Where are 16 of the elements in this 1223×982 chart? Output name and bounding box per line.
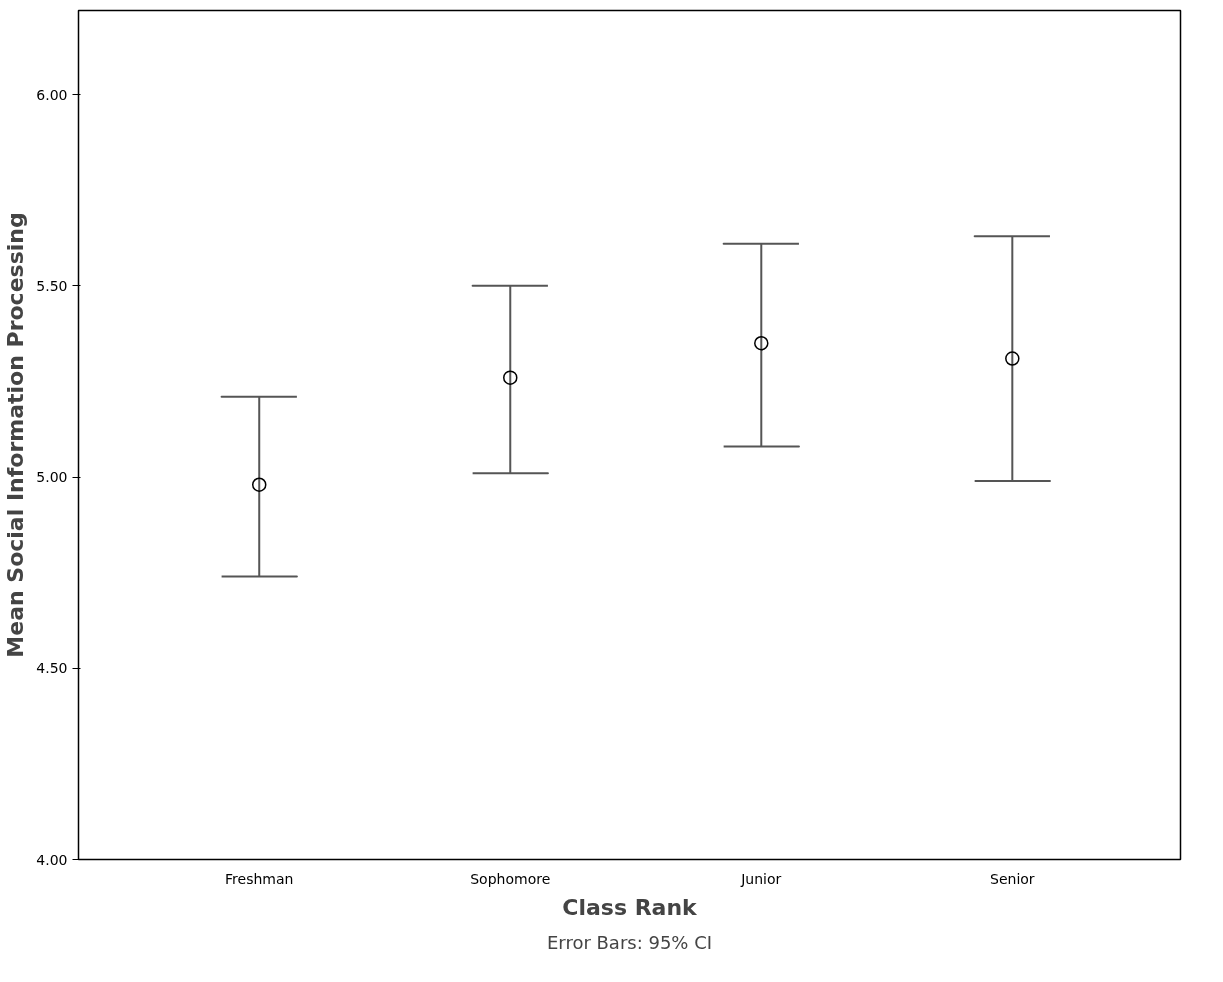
x-tick-label: Senior <box>990 870 1035 887</box>
point <box>503 370 518 385</box>
x-axis-title: Class Rank <box>562 894 699 920</box>
point <box>754 335 769 351</box>
y-tick-label: 4.50 <box>36 660 68 677</box>
point <box>251 477 267 492</box>
y-axis-title: Mean Social Information Processing <box>3 212 29 658</box>
y-tick-label: 6.00 <box>36 86 68 103</box>
x-tick-label: Freshman <box>225 870 294 887</box>
y-tick-label: 5.50 <box>36 277 68 294</box>
x-tick-label: Sophomore <box>470 870 551 887</box>
x-tick-label: Junior <box>740 870 782 887</box>
text: Error Bars: 95% CI <box>546 932 713 953</box>
point <box>1005 351 1020 366</box>
y-tick-label: 4.00 <box>36 851 68 868</box>
y-tick-label: 5.00 <box>36 469 68 486</box>
